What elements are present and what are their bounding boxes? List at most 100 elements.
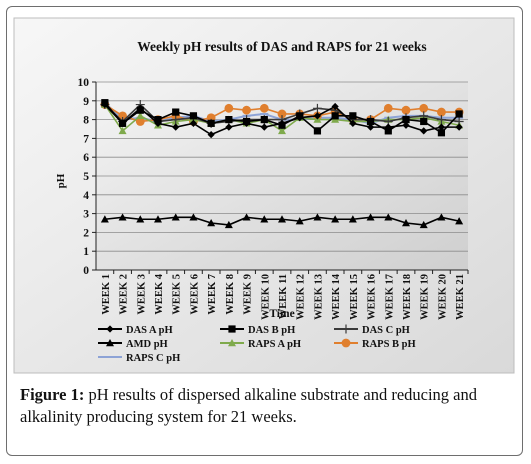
x-tick-label: WEEK 3	[136, 274, 147, 315]
y-tick-label: 2	[83, 227, 89, 239]
data-point	[136, 104, 144, 112]
data-point	[224, 103, 234, 113]
data-point	[171, 213, 180, 221]
data-point	[136, 215, 145, 223]
x-tick-label: WEEK 2	[119, 274, 130, 315]
series-amd-ph	[100, 213, 464, 229]
legend-marker	[228, 325, 236, 333]
y-tick-label: 0	[83, 265, 89, 277]
data-point	[455, 110, 463, 118]
data-point	[366, 117, 375, 126]
y-tick-label: 10	[78, 77, 90, 89]
data-point	[437, 123, 446, 131]
data-point	[331, 112, 339, 120]
data-point	[260, 123, 268, 131]
data-point	[402, 116, 410, 124]
data-point	[259, 103, 269, 113]
legend: DAS A pH DAS B pH DAS C pH AMD pH RAPS A pH R…	[98, 324, 416, 364]
data-point	[437, 129, 446, 137]
data-point	[154, 215, 162, 223]
data-point	[224, 220, 233, 229]
x-tick-label: WEEK 1	[101, 274, 112, 315]
x-axis-ticks: WEEK 1 WEEK 2 WEEK 3 WEEK 4 WEEK 5 WEEK 6 WEEK…	[101, 270, 469, 320]
data-point	[366, 123, 375, 131]
x-axis-label: Time	[269, 308, 294, 320]
x-tick-label: WEEK 21	[455, 274, 466, 320]
legend-marker	[341, 338, 351, 348]
data-point	[384, 213, 393, 221]
x-tick-label: WEEK 9	[243, 274, 254, 315]
data-point	[278, 119, 286, 127]
data-point	[118, 111, 127, 121]
data-point	[402, 121, 410, 129]
data-point	[101, 100, 109, 109]
data-point	[207, 119, 215, 127]
x-tick-label: WEEK 17	[384, 274, 395, 320]
data-point	[402, 219, 410, 227]
data-point	[312, 103, 322, 113]
data-point	[437, 213, 446, 221]
data-point	[331, 102, 339, 111]
y-axis-ticks: 0 1 2 3 4 5 6 7 8 9 10	[78, 77, 96, 277]
data-point	[207, 131, 215, 139]
x-tick-label: WEEK 6	[189, 274, 200, 315]
data-point	[436, 115, 446, 125]
data-point	[366, 213, 375, 221]
x-tick-label: WEEK 16	[367, 274, 378, 320]
data-point	[225, 123, 233, 131]
data-point	[419, 220, 428, 229]
data-point	[455, 123, 463, 131]
y-tick-label: 9	[83, 96, 89, 108]
y-tick-label: 7	[83, 133, 89, 145]
legend-label: DAS C pH	[362, 325, 410, 336]
x-tick-label: WEEK 12	[296, 274, 307, 320]
data-point	[349, 119, 357, 127]
x-tick-label: WEEK 18	[402, 274, 413, 320]
data-point	[242, 213, 251, 221]
y-tick-label: 4	[83, 190, 89, 202]
x-tick-label: WEEK 14	[331, 273, 342, 320]
chart-title: Weekly pH results of DAS and RAPS for 21…	[137, 39, 426, 54]
legend-label: RAPS C pH	[126, 353, 180, 364]
data-point	[154, 116, 162, 124]
x-tick-label: WEEK 13	[313, 274, 324, 320]
data-point	[172, 123, 180, 131]
y-axis-label: pH	[55, 173, 67, 188]
data-point	[189, 213, 198, 221]
legend-item: DAS A pH	[98, 325, 173, 336]
y-tick-label: 8	[83, 115, 89, 127]
data-point	[118, 126, 127, 135]
y-tick-label: 1	[83, 246, 89, 258]
x-tick-label: WEEK 11	[278, 274, 289, 319]
data-point	[118, 119, 127, 127]
y-tick-label: 5	[83, 171, 89, 183]
data-point	[313, 127, 322, 135]
series-layer	[100, 99, 464, 229]
caption-text: pH results of dispersed alkaline substra…	[20, 385, 477, 426]
legend-label: AMD pH	[126, 339, 168, 350]
x-tick-label: WEEK 5	[172, 274, 183, 315]
data-point	[401, 105, 411, 115]
legend-marker	[106, 339, 114, 347]
x-tick-label: WEEK 7	[207, 274, 218, 315]
legend-item: DAS B pH	[220, 325, 295, 336]
data-point	[295, 217, 304, 225]
data-point	[171, 115, 181, 125]
legend-label: RAPS B pH	[362, 339, 416, 350]
data-point	[420, 127, 428, 135]
data-point	[118, 213, 127, 221]
data-point	[225, 116, 233, 124]
x-tick-label: WEEK 15	[349, 274, 360, 320]
y-tick-label: 6	[83, 152, 89, 164]
legend-item: DAS C pH	[334, 324, 410, 336]
legend-item: RAPS C pH	[98, 353, 180, 364]
data-point	[154, 119, 162, 127]
data-point	[278, 215, 286, 223]
x-tick-label: WEEK 20	[437, 274, 448, 320]
data-point	[135, 117, 145, 126]
legend-label: DAS A pH	[126, 325, 173, 336]
data-point	[313, 213, 322, 221]
data-point	[348, 215, 357, 223]
gridlines	[96, 81, 468, 252]
legend-marker	[341, 324, 351, 334]
